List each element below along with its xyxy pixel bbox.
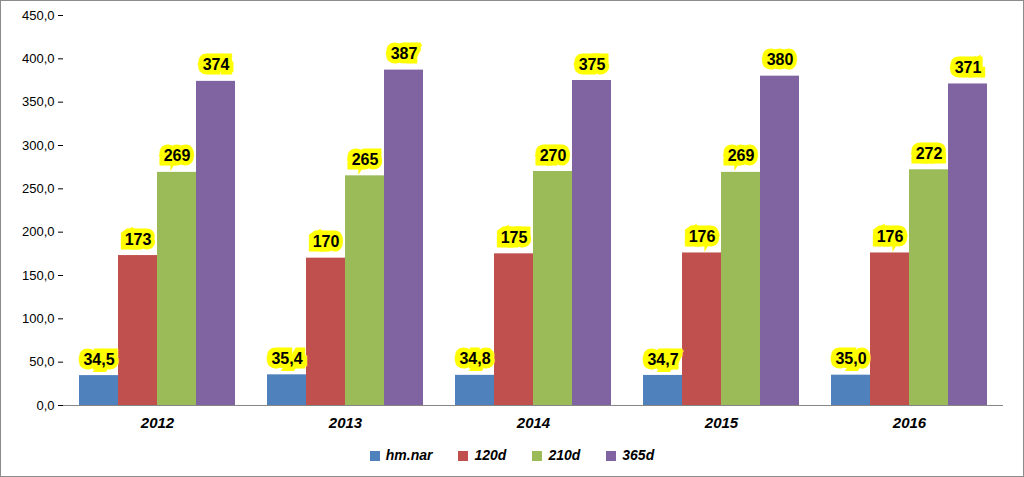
svg-text:34,8: 34,8	[459, 350, 490, 367]
svg-text:2013: 2013	[328, 414, 363, 431]
html-text:210d: 210d	[548, 447, 581, 463]
svg-text:350,0: 350,0	[22, 94, 55, 109]
svg-text:270: 270	[540, 147, 567, 164]
svg-text:200,0: 200,0	[22, 224, 55, 239]
svg-text:2015: 2015	[704, 414, 739, 431]
svg-text:173: 173	[125, 231, 152, 248]
svg-text:34,7: 34,7	[647, 351, 678, 368]
svg-text:0,0: 0,0	[36, 398, 54, 413]
svg-text:2014: 2014	[516, 414, 551, 431]
svg-text:35,0: 35,0	[835, 350, 866, 367]
svg-text:175: 175	[501, 229, 528, 246]
svg-text:170: 170	[313, 233, 340, 250]
svg-text:387: 387	[391, 45, 418, 62]
html-text:hm.nar: hm.nar	[385, 447, 433, 463]
svg-text:2016: 2016	[892, 414, 927, 431]
svg-text:100,0: 100,0	[22, 311, 55, 326]
svg-text:371: 371	[955, 59, 982, 76]
svg-text:450,0: 450,0	[22, 8, 55, 23]
html-text:120d: 120d	[474, 447, 507, 463]
svg-text:374: 374	[203, 56, 230, 73]
svg-text:269: 269	[728, 147, 755, 164]
html-text:365d: 365d	[622, 447, 655, 463]
svg-text:150,0: 150,0	[22, 268, 55, 283]
svg-text:375: 375	[579, 56, 606, 73]
svg-text:380: 380	[767, 51, 794, 68]
svg-text:35,4: 35,4	[271, 350, 302, 367]
svg-text:400,0: 400,0	[22, 51, 55, 66]
svg-text:250,0: 250,0	[22, 181, 55, 196]
svg-text:265: 265	[352, 151, 379, 168]
svg-text:272: 272	[916, 145, 943, 162]
svg-text:176: 176	[689, 228, 716, 245]
svg-text:2012: 2012	[140, 414, 175, 431]
svg-text:269: 269	[164, 147, 191, 164]
svg-text:300,0: 300,0	[22, 138, 55, 153]
svg-text:176: 176	[877, 228, 904, 245]
svg-text:50,0: 50,0	[29, 354, 54, 369]
svg-text:34,5: 34,5	[83, 351, 114, 368]
